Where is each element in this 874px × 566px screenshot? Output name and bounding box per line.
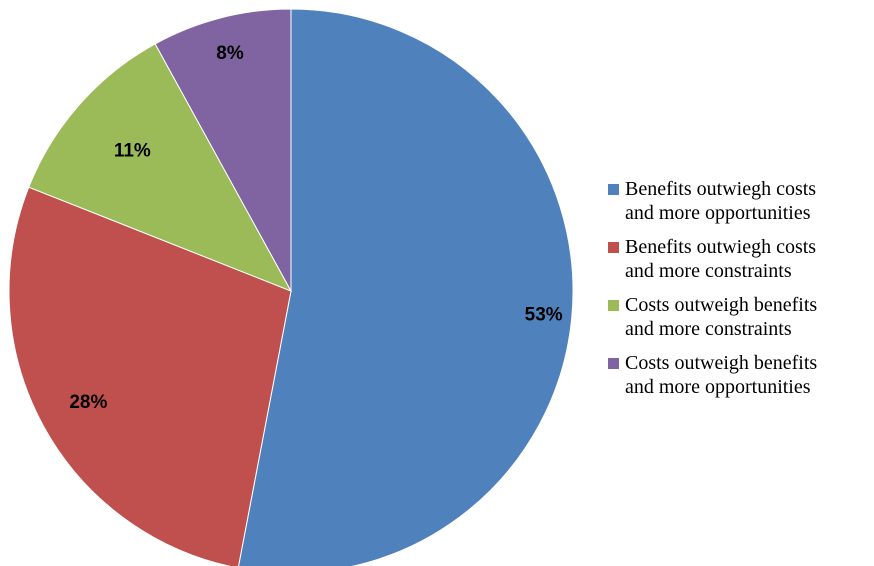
- legend-item-2: Benefits outwiegh costs and more constra…: [608, 235, 870, 283]
- legend-swatch: [608, 358, 619, 369]
- legend-item-1: Benefits outwiegh costs and more opportu…: [608, 177, 870, 225]
- legend-label: Benefits outwiegh costs and more constra…: [625, 236, 817, 282]
- legend-swatch: [608, 300, 619, 311]
- slice-label-3: 11%: [114, 141, 151, 162]
- slice-label-2: 28%: [69, 392, 107, 413]
- chart-legend: Benefits outwiegh costs and more opportu…: [608, 177, 870, 409]
- legend-swatch: [608, 242, 619, 253]
- legend-swatch: [608, 184, 619, 195]
- pie-slice-3: [28, 43, 293, 292]
- legend-label: Benefits outwiegh costs and more opportu…: [625, 178, 817, 224]
- pie-slice-1: [238, 8, 574, 566]
- pie-data-labels: 53% 28% 11% 8%: [69, 43, 562, 413]
- pie-slice-2: [8, 186, 292, 566]
- pie-slice-4: [154, 8, 292, 292]
- legend-item-4: Costs outweigh benefits and more opportu…: [608, 351, 870, 399]
- slice-label-4: 8%: [216, 43, 244, 64]
- slice-label-1: 53%: [525, 304, 563, 325]
- legend-item-3: Costs outweigh benefits and more constra…: [608, 293, 870, 341]
- pie-slices: [8, 8, 574, 566]
- legend-label: Costs outweigh benefits and more constra…: [625, 294, 818, 340]
- legend-label: Costs outweigh benefits and more opportu…: [625, 352, 818, 398]
